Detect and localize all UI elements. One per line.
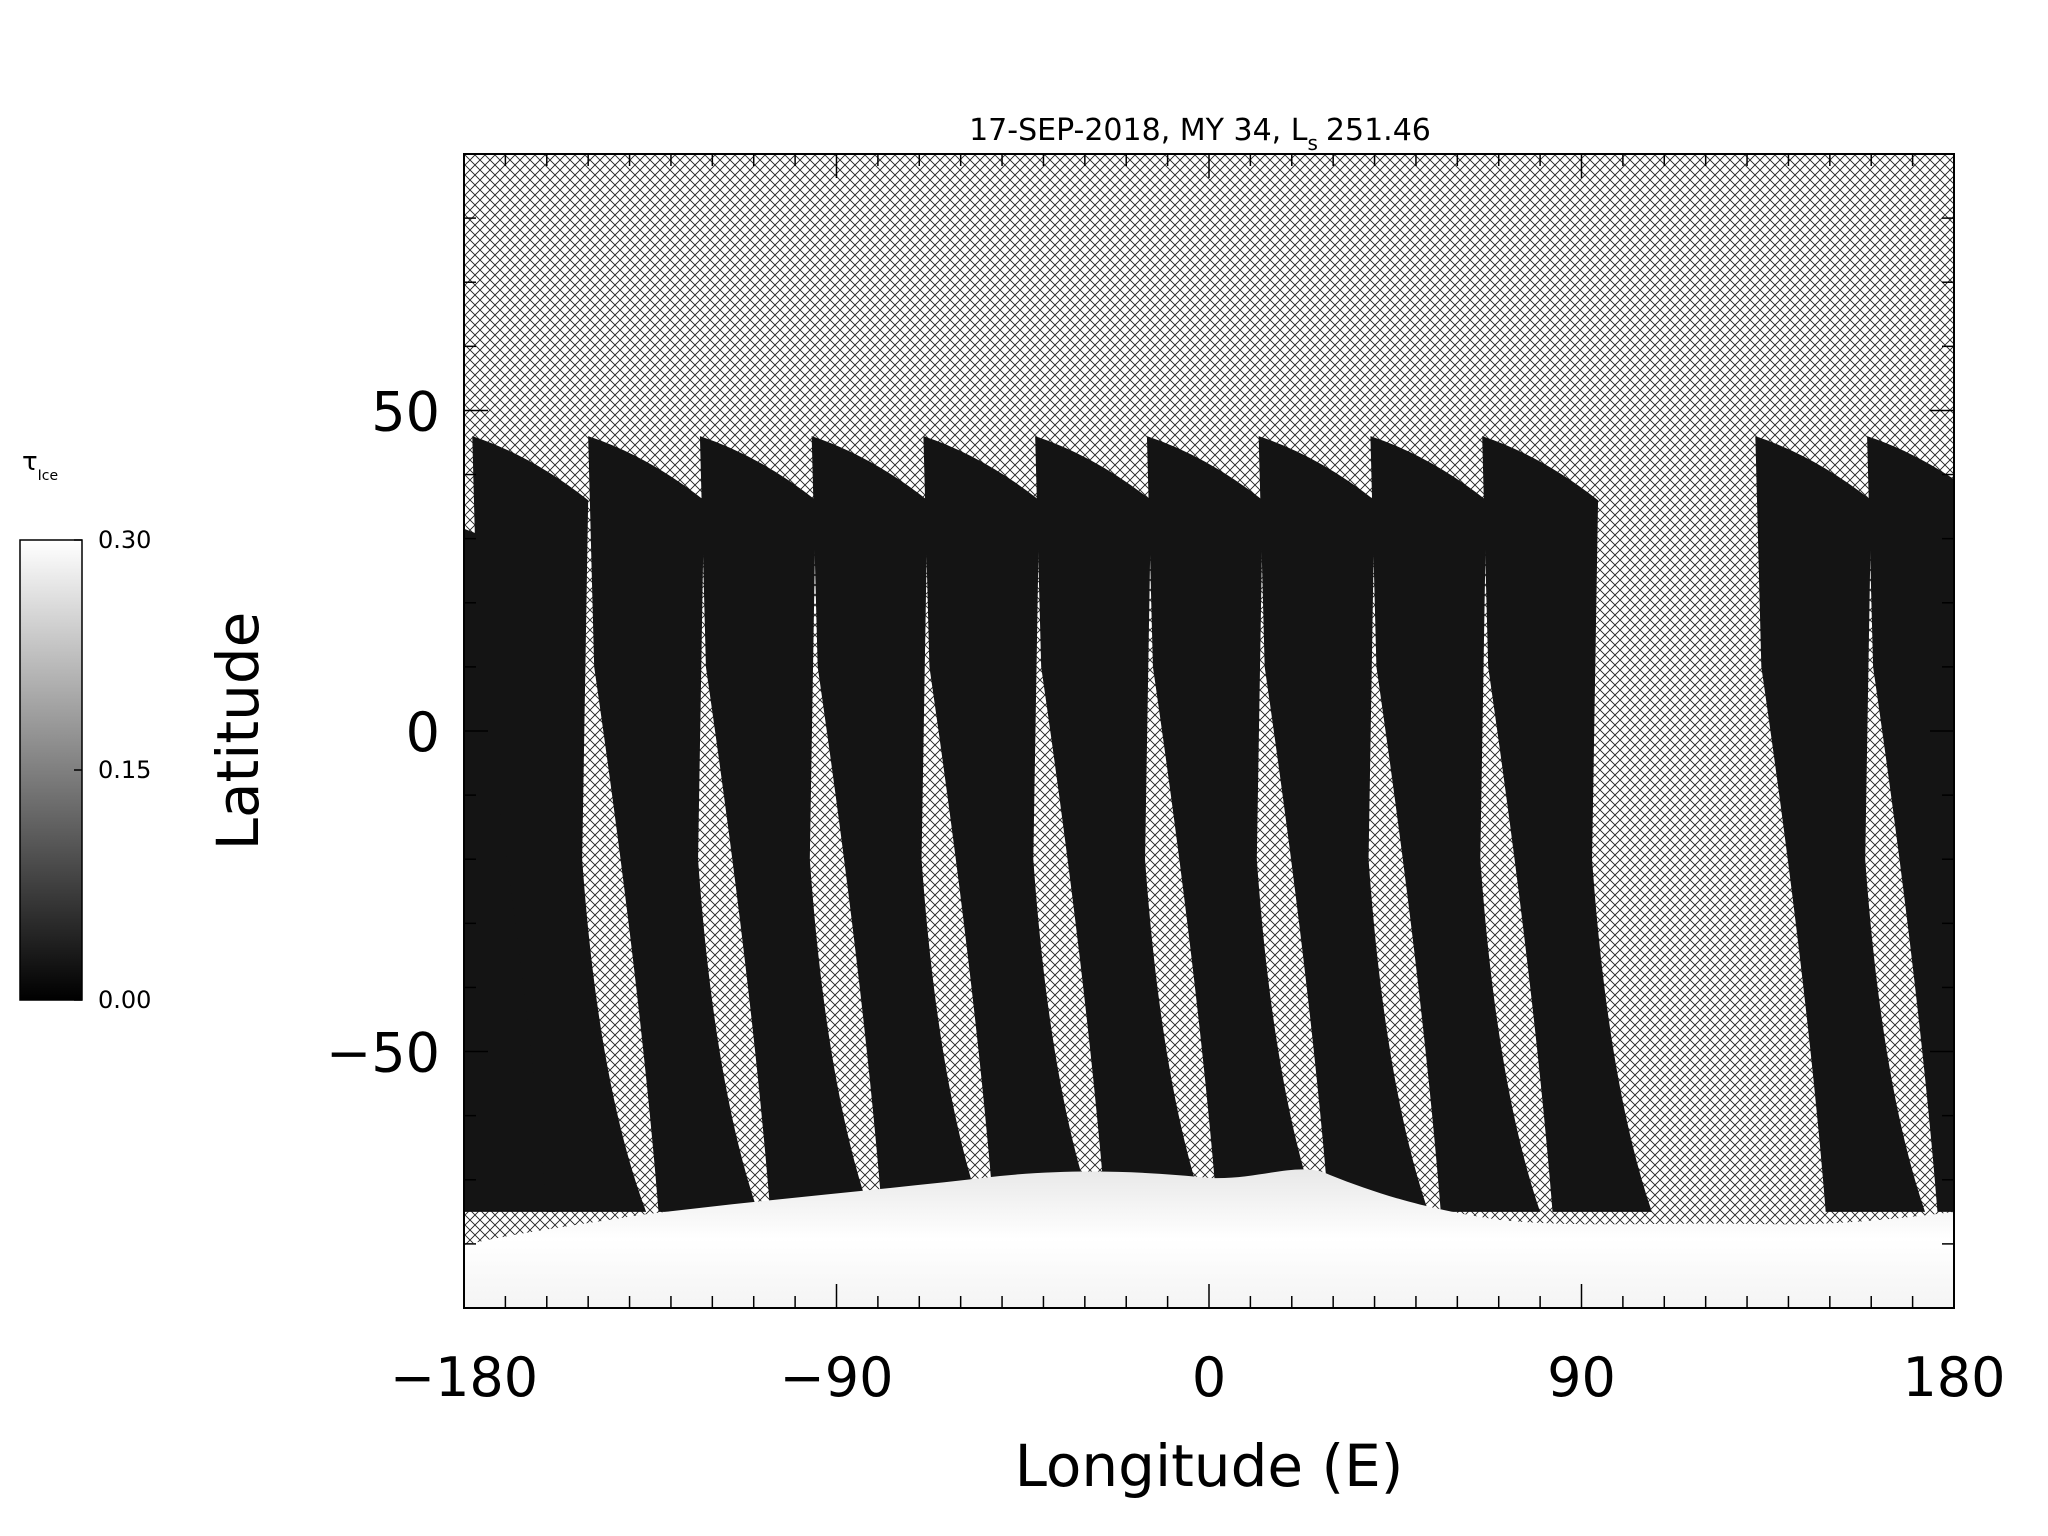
swath-2 [472, 436, 647, 1212]
swath-4 [699, 436, 870, 1212]
colorbar-gradient [19, 539, 83, 1001]
swath-8 [1146, 436, 1317, 1212]
observation-swaths [464, 436, 1954, 1212]
plot-area [464, 154, 1954, 1308]
y-tick-label: −50 [326, 1022, 440, 1085]
colorbar-label: τIce [22, 447, 58, 484]
swath-10 [1370, 436, 1541, 1212]
y-axis-label: Latitude [204, 612, 272, 851]
colorbar-tick-label: 0.15 [98, 756, 151, 784]
x-tick-label: 180 [1902, 1346, 2005, 1409]
colorbar-label-subscript: Ice [38, 468, 58, 484]
x-tick-label: 90 [1547, 1346, 1616, 1409]
x-tick-label: 0 [1192, 1346, 1226, 1409]
swath-12 [1755, 436, 1926, 1212]
x-axis: −180 −90 0 90 180 [390, 154, 2006, 1409]
y-tick-label: 50 [371, 380, 440, 443]
y-tick-label: 0 [406, 701, 440, 764]
colorbar-tick-label: 0.00 [98, 986, 151, 1014]
swath-13 [1867, 436, 1954, 1212]
swath-7 [1035, 436, 1205, 1212]
x-tick-label: −180 [390, 1346, 538, 1409]
y-axis: −50 0 50 [326, 153, 1954, 1309]
x-axis-label: Longitude (E) [1015, 1432, 1404, 1500]
swath-5 [811, 436, 982, 1212]
swath-3 [588, 436, 758, 1212]
colorbar: τIce 0.00 0.15 0.30 [19, 447, 151, 1014]
swath-9 [1258, 436, 1429, 1212]
colorbar-tick-label: 0.30 [98, 526, 151, 554]
polar-ice-cap [464, 1169, 1954, 1308]
x-tick-label: −90 [780, 1346, 894, 1409]
swath-11 [1482, 436, 1652, 1212]
chart-title: 17-SEP-2018, MY 34, Ls 251.46 [969, 113, 1431, 155]
swath-6 [923, 436, 1094, 1212]
title-value: 251.46 [1326, 113, 1431, 148]
colorbar-ticks: 0.00 0.15 0.30 [74, 526, 151, 1014]
title-subscript: s [1307, 131, 1317, 155]
